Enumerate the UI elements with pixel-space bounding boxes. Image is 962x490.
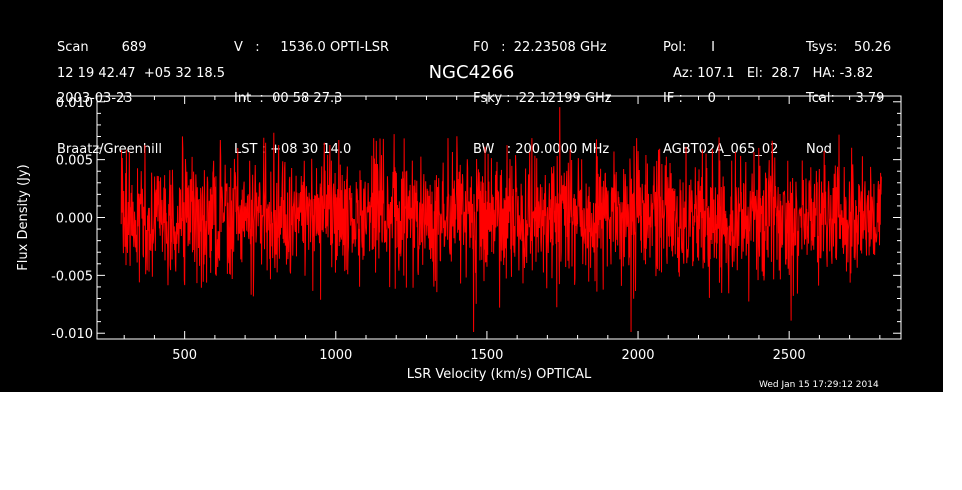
y-tick-label: 0.010 xyxy=(56,96,93,111)
y-tick-label: -0.010 xyxy=(51,327,93,342)
header-polarization: Pol: I xyxy=(663,40,715,55)
header-sky-frequency: Fsky : 22.12199 GHz xyxy=(473,91,612,106)
y-axis-label: Flux Density (Jy) xyxy=(16,164,31,270)
plot-window: Scan 689 2003-03-23 Braatz/Greenhill V :… xyxy=(0,0,943,392)
header-date: 2003-03-23 xyxy=(57,91,133,106)
footer-timestamp: Wed Jan 15 17:29:12 2014 xyxy=(759,380,879,390)
source-name: NGC4266 xyxy=(428,62,515,83)
x-tick-label: 2000 xyxy=(621,348,654,363)
x-tick-label: 1000 xyxy=(319,348,352,363)
header-column-frequency: F0 : 22.23508 GHz Fsky : 22.12199 GHz BW… xyxy=(473,5,612,192)
x-tick-label: 500 xyxy=(172,348,197,363)
header-tsys: Tsys: 50.26 xyxy=(806,40,892,55)
spectrum-trace xyxy=(120,107,882,333)
header-bandwidth: BW : 200.0000 MHz xyxy=(473,142,610,157)
header-tcal: Tcal: 3.79 xyxy=(806,91,885,106)
header-scan: Scan 689 xyxy=(57,40,147,55)
header-pointing: Az: 107.1 El: 28.7 HA: -3.82 xyxy=(673,66,874,81)
x-tick-label: 1500 xyxy=(470,348,503,363)
x-axis-label: LSR Velocity (km/s) OPTICAL xyxy=(407,367,592,382)
header-coordinates: 12 19 42.47 +05 32 18.5 xyxy=(57,66,226,81)
header-integration: Int : 00 58 27.3 xyxy=(234,91,343,106)
header-project: AGBT02A_065_02 xyxy=(663,142,779,157)
header-procedure: Nod xyxy=(806,142,832,157)
y-tick-label: 0.005 xyxy=(56,154,93,169)
header-velocity: V : 1536.0 OPTI-LSR xyxy=(234,40,390,55)
header-column-velocity: V : 1536.0 OPTI-LSR Int : 00 58 27.3 LST… xyxy=(234,5,389,192)
header-column-scan: Scan 689 2003-03-23 Braatz/Greenhill xyxy=(57,5,162,192)
header-rest-frequency: F0 : 22.23508 GHz xyxy=(473,40,607,55)
y-tick-label: 0.000 xyxy=(56,212,93,227)
x-tick-label: 2500 xyxy=(773,348,806,363)
header-column-tsys: Tsys: 50.26 Tcal: 3.79 Nod xyxy=(806,5,891,192)
header-observer: Braatz/Greenhill xyxy=(57,142,162,157)
y-tick-label: -0.005 xyxy=(51,269,93,284)
spectrum-chart: 500 1000 1500 2000 2500 -0.010 -0.005 0.000 0.00… xyxy=(16,95,902,382)
